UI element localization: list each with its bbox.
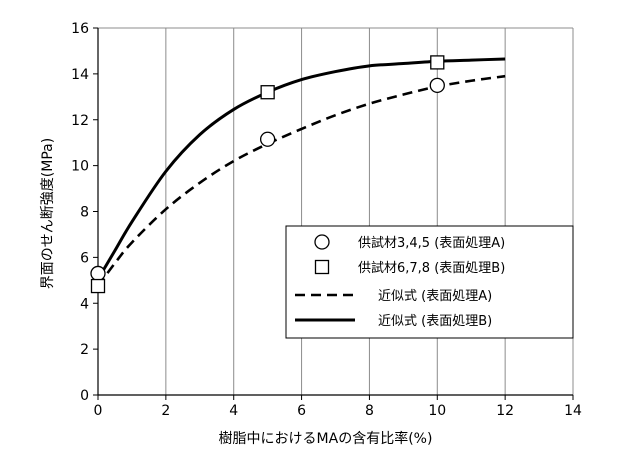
y-axis-label: 界面のせん断強度(MPa) (40, 138, 56, 289)
data-point-square-2 (430, 55, 445, 70)
y-tick-label-10: 10 (71, 159, 89, 175)
y-tick-label-14: 14 (71, 67, 89, 83)
legend-label-3: 近似式 (表面処理B) (378, 314, 492, 329)
plot-area (90, 55, 506, 294)
y-tick-label-2: 2 (80, 342, 89, 358)
data-point-square-0 (90, 278, 106, 294)
legend: 供試材3,4,5 (表面処理A) 供試材6,7,8 (表面処理B) 近似式 (表面処… (285, 225, 574, 339)
x-tick-label-2: 2 (161, 403, 170, 419)
x-tick-label-10: 10 (428, 403, 446, 419)
y-tick-label-16: 16 (71, 21, 89, 37)
x-tick-label-8: 8 (365, 403, 374, 419)
data-point-circle-0 (90, 265, 106, 282)
y-tick-label-6: 6 (80, 250, 89, 266)
y-tick-label-12: 12 (71, 113, 89, 129)
y-tick-label-4: 4 (80, 296, 89, 312)
tick-labels: 0 2 4 6 8 10 12 14 16 0 2 4 6 8 10 12 14 (71, 21, 582, 419)
axes (93, 27, 574, 400)
legend-label-1: 供試材6,7,8 (表面処理B) (358, 260, 505, 276)
data-point-circle-2 (429, 77, 445, 93)
x-tick-label-0: 0 (94, 403, 103, 419)
x-tick-label-12: 12 (496, 403, 514, 419)
x-axis-label: 樹脂中におけるMAの含有比率(%) (219, 430, 433, 447)
data-point-circle-1 (259, 131, 276, 147)
y-tick-label-0: 0 (80, 388, 89, 404)
legend-label-2: 近似式 (表面処理A) (378, 289, 492, 304)
x-tick-label-6: 6 (297, 403, 306, 419)
legend-label-0: 供試材3,4,5 (表面処理A) (358, 235, 505, 251)
x-tick-label-4: 4 (229, 403, 238, 419)
x-tick-label-14: 14 (564, 403, 582, 419)
data-point-square-1 (260, 85, 275, 100)
y-tick-label-8: 8 (80, 205, 89, 221)
legend-marker-square (314, 259, 330, 275)
legend-marker-circle (314, 234, 330, 250)
grid-lines (98, 27, 574, 395)
